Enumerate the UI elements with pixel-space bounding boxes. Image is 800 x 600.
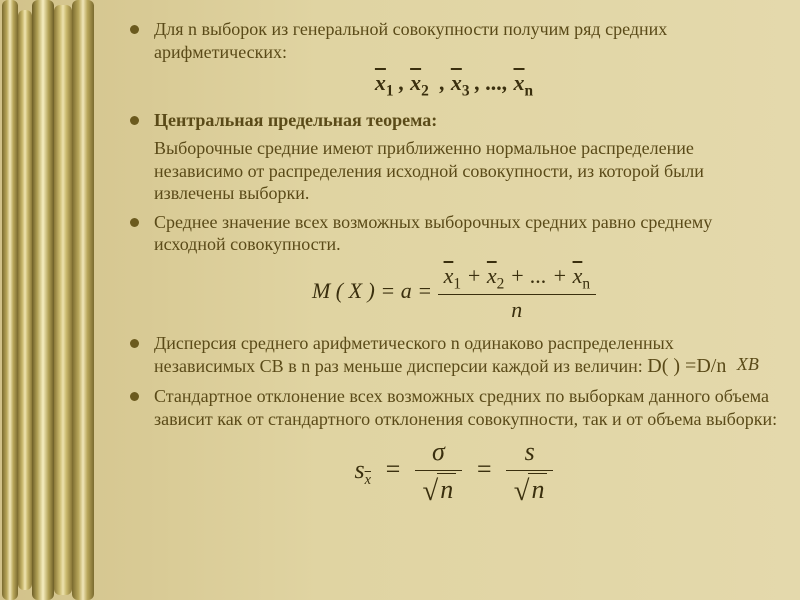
bullet-5-text: Стандартное отклонение всех возможных ср… <box>154 386 777 429</box>
bullet-2: Центральная предельная теорема: <box>130 109 778 132</box>
bullet-1: Для n выборок из генеральной совокупност… <box>130 18 778 63</box>
formula-mean: M ( X ) = a = x1 + x2 + ... + xn n <box>130 262 778 324</box>
bullet-4: Дисперсия среднего арифметического n оди… <box>130 332 778 380</box>
formula-std: sx = σ n = s n <box>130 436 778 507</box>
bullet-4-text: Дисперсия среднего арифметического n оди… <box>154 333 674 377</box>
formula-sequence: x1 , x2 , x3 , ..., xn <box>130 69 778 101</box>
content-area: Для n выборок из генеральной совокупност… <box>100 0 800 600</box>
bullet-3: Среднее значение всех возможных выборочн… <box>130 211 778 256</box>
bullet-5: Стандартное отклонение всех возможных ср… <box>130 385 778 430</box>
bullet-3-text: Среднее значение всех возможных выборочн… <box>154 212 712 255</box>
bullet-2-body: Выборочные средние имеют приближенно нор… <box>130 137 778 205</box>
decorative-column <box>0 0 100 600</box>
formula-xb: XB <box>731 354 759 374</box>
bullet-2-title: Центральная предельная теорема: <box>154 110 437 130</box>
slide: Для n выборок из генеральной совокупност… <box>0 0 800 600</box>
bullet-1-text: Для n выборок из генеральной совокупност… <box>154 19 667 62</box>
formula-dispersion: D( ) =D/n <box>647 355 726 377</box>
bullet-list: Для n выборок из генеральной совокупност… <box>130 18 778 63</box>
